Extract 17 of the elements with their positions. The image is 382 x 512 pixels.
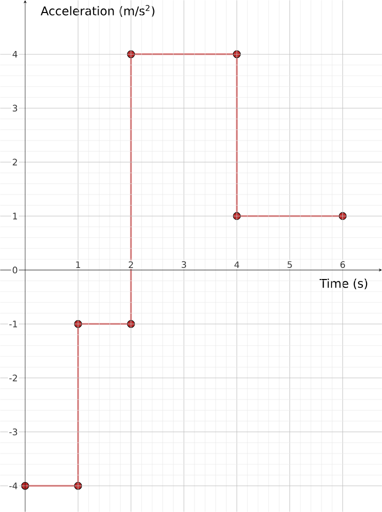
x-tick-label: 5 [288, 261, 292, 268]
y-tick-label: 0 [12, 266, 18, 274]
x-tick-label: 2 [128, 261, 133, 268]
x-tick-label: 1 [76, 261, 80, 268]
y-tick-label: -1 [9, 320, 17, 328]
y-tick-label: 4 [12, 50, 18, 58]
x-tick-label: 3 [182, 261, 186, 268]
y-tick-label: -4 [9, 482, 18, 490]
y-tick-label: -3 [9, 428, 18, 436]
x-axis-title: Time (s) [320, 278, 368, 290]
y-tick-label: -2 [9, 374, 17, 382]
y-axis-title: Acceleration (m/s$^{2}$) [40, 4, 154, 17]
x-tick-label: 4 [234, 261, 240, 268]
y-tick-label: 3 [12, 104, 18, 112]
y-tick-label: 1 [13, 212, 17, 220]
x-tick-label: 6 [340, 261, 345, 268]
y-tick-label: 2 [12, 158, 17, 166]
